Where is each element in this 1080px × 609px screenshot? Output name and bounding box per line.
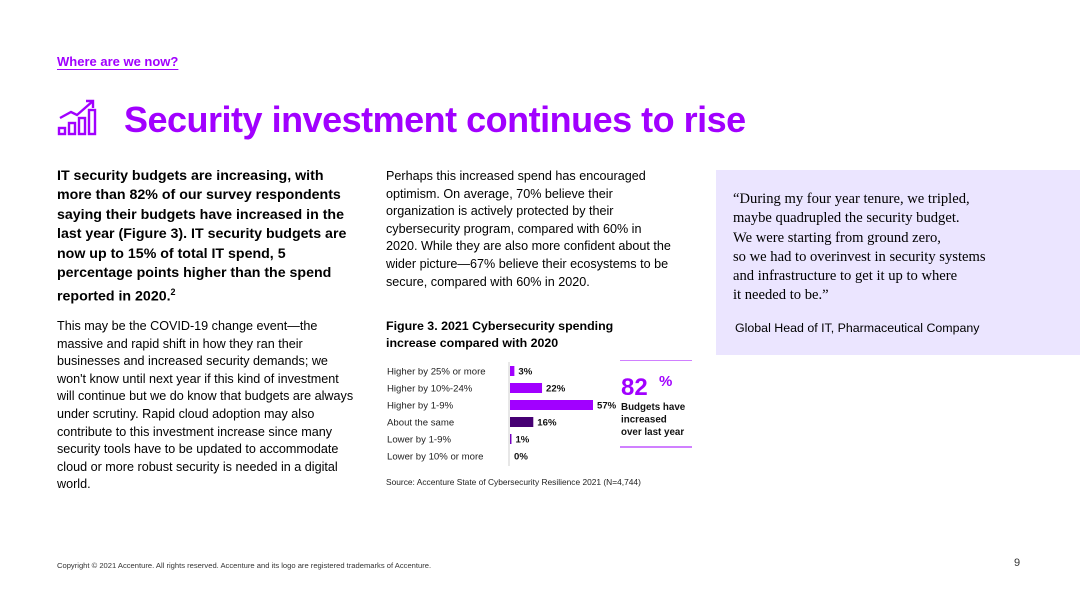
quote-attribution: Global Head of IT, Pharmaceutical Compan… (735, 321, 980, 335)
callout-text: over last year (621, 427, 684, 438)
lead-text: IT security budgets are increasing, with… (57, 168, 347, 306)
footnote-marker[interactable]: 2 (170, 287, 176, 298)
value-label: 16% (537, 418, 557, 429)
bar (510, 366, 515, 376)
body-text-middle: Perhaps this increased spend has encoura… (386, 169, 671, 289)
category-label: Higher by 10%-24% (387, 384, 473, 395)
callout-value: 82 (621, 374, 648, 401)
callout-text: Budgets have (621, 402, 686, 413)
callout-text: increased (621, 415, 667, 426)
lead-paragraph: IT security budgets are increasing, with… (57, 167, 357, 308)
bar (510, 434, 512, 444)
value-label: 22% (546, 384, 566, 395)
bar (510, 400, 593, 410)
value-label: 1% (515, 435, 529, 446)
bar (510, 417, 534, 427)
spending-bar-chart: Higher by 25% or more 3% Higher by 10%-24%… (387, 360, 692, 466)
value-label: 57% (597, 401, 617, 412)
body-text-left: This may be the COVID-19 change event—th… (57, 319, 354, 492)
page-title: Security investment continues to rise (124, 99, 746, 140)
quote-text: “During my four year tenure, we tripled,… (733, 191, 986, 304)
category-label: Higher by 25% or more (387, 367, 486, 378)
page-number: 9 (1014, 557, 1021, 569)
figure-source: Source: Accenture State of Cybersecurity… (386, 477, 641, 487)
category-label: About the same (387, 418, 454, 429)
category-label: Lower by 1-9% (387, 435, 451, 446)
breadcrumb[interactable]: Where are we now? (57, 54, 179, 69)
quote-panel (716, 170, 1080, 355)
value-label: 0% (514, 452, 528, 463)
rising-bar-chart-icon (57, 96, 99, 138)
value-label: 3% (518, 367, 532, 378)
figure-title: Figure 3. 2021 Cybersecurity spending in… (386, 319, 614, 350)
category-label: Higher by 1-9% (387, 401, 454, 412)
callout-unit: % (659, 373, 672, 390)
bar (510, 383, 543, 393)
category-label: Lower by 10% or more (387, 452, 484, 463)
copyright-footer: Copyright © 2021 Accenture. All rights r… (57, 561, 432, 570)
